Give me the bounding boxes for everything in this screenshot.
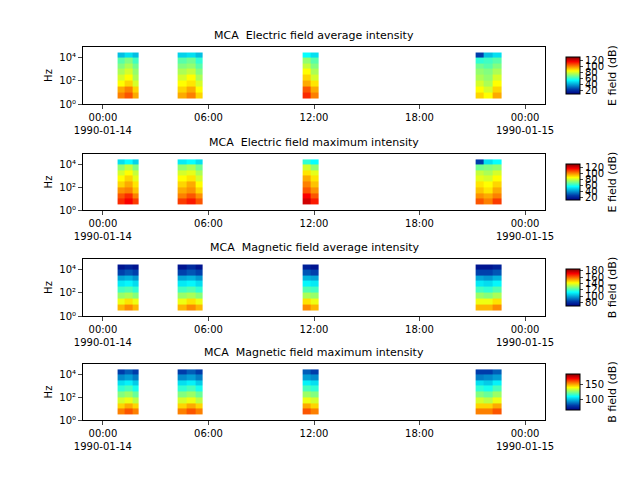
svg-text:40: 40 bbox=[585, 79, 598, 90]
svg-text:06:00: 06:00 bbox=[194, 324, 223, 335]
svg-text:MCA Magnetic field maximum in: MCA Magnetic field maximum intensity bbox=[204, 346, 424, 359]
svg-text:00:001990-01-15: 00:001990-01-15 bbox=[496, 112, 554, 136]
svg-text:80: 80 bbox=[585, 174, 598, 185]
svg-text:12:00: 12:00 bbox=[300, 428, 329, 439]
svg-text:Hz: Hz bbox=[43, 386, 54, 399]
svg-text:00:001990-01-15: 00:001990-01-15 bbox=[496, 324, 554, 348]
svg-text:E field (dB): E field (dB) bbox=[606, 45, 619, 106]
svg-text:12:00: 12:00 bbox=[300, 324, 329, 335]
svg-text:100: 100 bbox=[585, 168, 604, 179]
svg-text:10⁰: 10⁰ bbox=[59, 311, 76, 322]
svg-text:Hz: Hz bbox=[43, 69, 54, 82]
svg-text:00:001990-01-14: 00:001990-01-14 bbox=[74, 218, 132, 242]
svg-text:18:00: 18:00 bbox=[405, 218, 434, 229]
svg-text:18:00: 18:00 bbox=[405, 324, 434, 335]
svg-text:12:00: 12:00 bbox=[300, 112, 329, 123]
svg-text:10⁴: 10⁴ bbox=[59, 159, 76, 170]
svg-text:100: 100 bbox=[585, 291, 604, 302]
svg-text:10²: 10² bbox=[59, 392, 76, 403]
svg-text:B field (dB): B field (dB) bbox=[606, 361, 619, 422]
svg-text:10⁴: 10⁴ bbox=[59, 264, 76, 275]
svg-text:150: 150 bbox=[585, 379, 604, 390]
svg-text:10²: 10² bbox=[59, 75, 76, 86]
svg-text:10²: 10² bbox=[59, 182, 76, 193]
svg-text:120: 120 bbox=[585, 284, 604, 295]
svg-text:20: 20 bbox=[585, 85, 598, 96]
svg-text:MCA Electric field maximum in: MCA Electric field maximum intensity bbox=[209, 136, 419, 149]
svg-text:40: 40 bbox=[585, 186, 598, 197]
svg-text:100: 100 bbox=[585, 394, 604, 405]
svg-text:100: 100 bbox=[585, 61, 604, 72]
svg-text:00:001990-01-14: 00:001990-01-14 bbox=[74, 112, 132, 136]
svg-text:160: 160 bbox=[585, 272, 604, 283]
svg-text:18:00: 18:00 bbox=[405, 112, 434, 123]
svg-text:10²: 10² bbox=[59, 287, 76, 298]
svg-text:10⁰: 10⁰ bbox=[59, 415, 76, 426]
svg-text:00:001990-01-15: 00:001990-01-15 bbox=[496, 218, 554, 242]
svg-text:B field (dB): B field (dB) bbox=[606, 257, 619, 318]
svg-text:10⁴: 10⁴ bbox=[59, 369, 76, 380]
svg-text:00:001990-01-15: 00:001990-01-15 bbox=[496, 428, 554, 452]
svg-text:60: 60 bbox=[585, 180, 598, 191]
svg-text:E field (dB): E field (dB) bbox=[606, 152, 619, 213]
svg-text:18:00: 18:00 bbox=[405, 428, 434, 439]
svg-text:140: 140 bbox=[585, 278, 604, 289]
svg-text:MCA Magnetic field average in: MCA Magnetic field average intensity bbox=[210, 241, 419, 254]
svg-text:06:00: 06:00 bbox=[194, 218, 223, 229]
svg-text:60: 60 bbox=[585, 73, 598, 84]
svg-text:120: 120 bbox=[585, 162, 604, 173]
svg-text:06:00: 06:00 bbox=[194, 112, 223, 123]
svg-text:06:00: 06:00 bbox=[194, 428, 223, 439]
svg-text:120: 120 bbox=[585, 55, 604, 66]
svg-text:80: 80 bbox=[585, 297, 598, 308]
svg-text:20: 20 bbox=[585, 192, 598, 203]
svg-text:Hz: Hz bbox=[43, 176, 54, 189]
svg-text:10⁴: 10⁴ bbox=[59, 52, 76, 63]
svg-text:10⁰: 10⁰ bbox=[59, 205, 76, 216]
svg-text:00:001990-01-14: 00:001990-01-14 bbox=[74, 428, 132, 452]
svg-text:Hz: Hz bbox=[43, 281, 54, 294]
svg-text:MCA Electric field average in: MCA Electric field average intensity bbox=[214, 29, 414, 42]
svg-text:12:00: 12:00 bbox=[300, 218, 329, 229]
svg-text:00:001990-01-14: 00:001990-01-14 bbox=[74, 324, 132, 348]
svg-text:80: 80 bbox=[585, 67, 598, 78]
svg-text:10⁰: 10⁰ bbox=[59, 99, 76, 110]
svg-text:180: 180 bbox=[585, 265, 604, 276]
